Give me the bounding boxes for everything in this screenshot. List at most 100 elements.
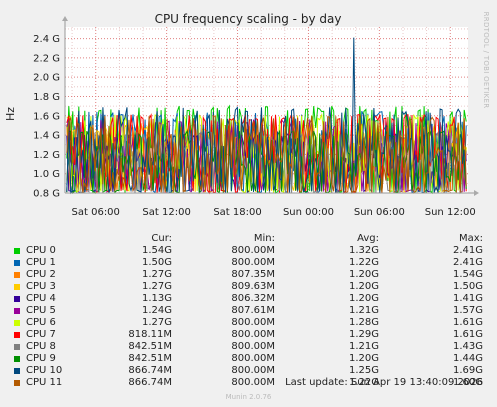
legend-cur-value: 1.50G — [141, 257, 172, 268]
y-tick-label: 1.8 G — [33, 92, 60, 103]
legend-max-value: 2.41G — [452, 245, 483, 256]
legend-min-value: 807.35M — [231, 269, 275, 280]
legend-swatch — [14, 260, 20, 266]
legend-series-name: CPU 9 — [26, 353, 56, 364]
legend-series-name: CPU 11 — [26, 377, 63, 388]
legend-swatch — [14, 368, 20, 374]
legend-min-value: 806.32M — [231, 293, 275, 304]
series-line-cpu-11 — [66, 115, 467, 194]
legend-series-name: CPU 0 — [26, 245, 56, 256]
legend-min-value: 800.00M — [231, 245, 275, 256]
legend-swatch — [14, 344, 20, 350]
legend-min-value: 800.00M — [231, 353, 275, 364]
axes — [62, 16, 479, 196]
legend-max-value: 1.50G — [452, 281, 483, 292]
legend-avg-value: 1.20G — [348, 281, 379, 292]
legend-series-name: CPU 2 — [26, 269, 56, 280]
legend-cur-value: 842.51M — [128, 353, 172, 364]
legend-min-value: 800.00M — [231, 365, 275, 376]
legend-series-name: CPU 8 — [26, 341, 56, 352]
y-tick-label: 1.6 G — [33, 111, 60, 122]
legend-min-value: 800.00M — [231, 377, 275, 388]
legend-row: CPU 0 1.54G 800.00M 1.32G 2.41G — [0, 245, 497, 257]
x-tick-label: Sat 18:00 — [213, 207, 261, 218]
legend-max-value: 1.57G — [452, 305, 483, 316]
legend-avg-value: 1.20G — [348, 353, 379, 364]
legend-avg-value: 1.29G — [348, 329, 379, 340]
cpu-frequency-chart: CPU frequency scaling - by day Hz RRDTOO… — [4, 12, 490, 218]
legend-min-value: 800.00M — [231, 257, 275, 268]
legend-avg-value: 1.32G — [348, 245, 379, 256]
x-tick-label: Sun 12:00 — [425, 207, 476, 218]
legend-avg-value: 1.22G — [348, 377, 379, 388]
legend-min-value: 807.61M — [231, 305, 275, 316]
munin-version: Munin 2.0.76 — [225, 393, 272, 401]
legend-max-value: 1.43G — [452, 341, 483, 352]
legend-series-name: CPU 3 — [26, 281, 56, 292]
legend-cur-value: 1.54G — [141, 245, 172, 256]
legend-series-name: CPU 6 — [26, 317, 56, 328]
y-tick-label: 2.0 G — [33, 73, 60, 84]
legend-max-value: 1.54G — [452, 269, 483, 280]
legend-cur-value: 1.24G — [141, 305, 172, 316]
y-tick-label: 1.0 G — [33, 169, 60, 180]
legend-swatch — [14, 308, 20, 314]
legend-avg-value: 1.21G — [348, 341, 379, 352]
x-tick-labels: Sat 06:00 Sat 12:00 Sat 18:00 Sun 00:00 Sun … — [72, 207, 476, 218]
legend-series-name: CPU 1 — [26, 257, 56, 268]
legend-series-name: CPU 5 — [26, 305, 56, 316]
legend-series-name: CPU 10 — [26, 365, 63, 376]
legend-min-value: 800.00M — [231, 329, 275, 340]
legend-row: CPU 10 866.74M 800.00M 1.25G 1.69G — [0, 365, 497, 377]
legend-max-value: 1.41G — [452, 293, 483, 304]
legend-cur-value: 866.74M — [128, 377, 172, 388]
legend-cur-value: 866.74M — [128, 365, 172, 376]
legend-cur-value: 1.27G — [141, 317, 172, 328]
last-update: Last update: Sun Apr 19 13:40:09 2026 — [285, 377, 483, 388]
legend-max-value: 1.44G — [452, 353, 483, 364]
chart-title: CPU frequency scaling - by day — [155, 12, 342, 26]
y-tick-label: 0.8 G — [33, 189, 60, 200]
legend-cur-value: 842.51M — [128, 341, 172, 352]
legend-avg-value: 1.25G — [348, 365, 379, 376]
legend-swatch — [14, 356, 20, 362]
legend-row: CPU 2 1.27G 807.35M 1.20G 1.54G — [0, 269, 497, 281]
legend-swatch — [14, 380, 20, 386]
legend-cur-value: 1.13G — [141, 293, 172, 304]
legend-max-value: 1.60G — [452, 377, 483, 388]
series-layer — [66, 37, 467, 195]
legend-max-value: 1.61G — [452, 329, 483, 340]
y-tick-label: 2.2 G — [33, 53, 60, 64]
legend-avg-value: 1.21G — [348, 305, 379, 316]
legend-cur-value: 1.27G — [141, 269, 172, 280]
x-tick-label: Sat 12:00 — [142, 207, 190, 218]
y-axis-arrow — [62, 16, 68, 21]
y-tick-label: 1.2 G — [33, 150, 60, 161]
legend-min-value: 809.63M — [231, 281, 275, 292]
legend-row: CPU 5 1.24G 807.61M 1.21G 1.57G — [0, 305, 497, 317]
legend-swatch — [14, 296, 20, 302]
legend-header: Cur: Min: Avg: Max: — [0, 233, 497, 245]
legend-swatch — [14, 248, 20, 254]
legend-cur-value: 1.27G — [141, 281, 172, 292]
legend-max-value: 1.61G — [452, 317, 483, 328]
rrdtool-credit: RRDTOOL / TOBI OETIKER — [482, 12, 490, 109]
y-tick-labels: 0.8 G 1.0 G 1.2 G 1.4 G 1.6 G 1.8 G 2.0 G 2.2 G… — [33, 34, 60, 199]
legend-cur-value: 818.11M — [128, 329, 172, 340]
legend-swatch — [14, 332, 20, 338]
legend-row: CPU 7 818.11M 800.00M 1.29G 1.61G — [0, 329, 497, 341]
legend-avg-value: 1.22G — [348, 257, 379, 268]
legend-avg-value: 1.28G — [348, 317, 379, 328]
legend-avg-value: 1.20G — [348, 269, 379, 280]
legend-header-max: Max: — [458, 233, 483, 244]
legend-max-value: 2.41G — [452, 257, 483, 268]
legend-row: CPU 9 842.51M 800.00M 1.20G 1.44G — [0, 353, 497, 365]
legend-avg-value: 1.20G — [348, 293, 379, 304]
x-tick-label: Sat 06:00 — [72, 207, 120, 218]
legend-swatch — [14, 320, 20, 326]
legend-series-name: CPU 7 — [26, 329, 56, 340]
legend-row: CPU 11 866.74M 800.00M 1.22G 1.60G — [0, 377, 497, 389]
legend-row: CPU 4 1.13G 806.32M 1.20G 1.41G — [0, 293, 497, 305]
legend: Cur: Min: Avg: Max: CPU 0 1.54G 800.00M 1.3… — [0, 233, 497, 389]
x-tick-label: Sun 06:00 — [354, 207, 405, 218]
